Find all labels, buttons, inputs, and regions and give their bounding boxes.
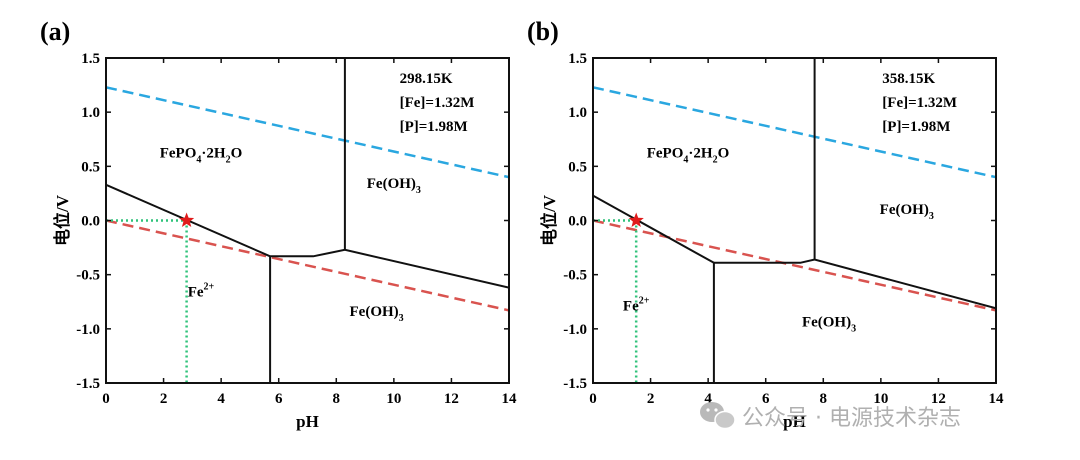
y-tick-label: -1.5 — [76, 376, 100, 392]
phase-boundary-1 — [713, 258, 996, 310]
info-line: [P]=1.98M — [882, 119, 950, 135]
y-tick-label: 1.5 — [568, 51, 587, 67]
region-label: Fe2+ — [623, 295, 650, 314]
water-line-o2 — [106, 86, 509, 179]
y-tick-label: 0.5 — [568, 159, 587, 175]
info-line: 358.15K — [882, 71, 935, 87]
x-tick-label: 12 — [931, 391, 946, 407]
y-tick-label: -0.5 — [76, 268, 100, 284]
y-tick-label: 0.0 — [568, 214, 587, 230]
region-label: FePO4·2H2O — [160, 146, 243, 166]
y-tick-label: -0.5 — [563, 268, 587, 284]
wechat-icon — [700, 402, 736, 430]
y-axis-label: 电位/V — [52, 194, 72, 246]
x-axis-label: pH — [296, 412, 319, 431]
x-tick-label: 12 — [444, 391, 459, 407]
x-axis-label: pH — [783, 412, 806, 431]
x-tick-label: 10 — [873, 391, 888, 407]
plot-area — [593, 58, 996, 383]
x-tick-label: 14 — [989, 391, 1005, 407]
y-tick-label: 1.0 — [568, 105, 587, 121]
x-tick-label: 2 — [160, 391, 168, 407]
watermark-text: 公众号 · 电源技术杂志 — [742, 406, 961, 431]
y-axis-label: 电位/V — [539, 194, 559, 246]
info-line: [Fe]=1.32M — [400, 95, 475, 111]
x-tick-label: 0 — [589, 391, 597, 407]
region-label: Fe(OH)3 — [802, 315, 856, 335]
panel-label: (b) — [527, 17, 559, 46]
x-tick-label: 6 — [762, 391, 770, 407]
panel-label: (a) — [40, 17, 70, 46]
x-tick-label: 8 — [333, 391, 341, 407]
y-tick-label: 0.0 — [81, 214, 100, 230]
phase-boundary-1 — [270, 248, 509, 289]
star-marker — [628, 212, 644, 227]
region-label: Fe(OH)3 — [367, 176, 421, 196]
x-tick-label: 8 — [820, 391, 828, 407]
y-tick-label: -1.0 — [76, 322, 100, 338]
plot-area — [106, 58, 509, 383]
info-line: [Fe]=1.32M — [882, 95, 957, 111]
y-tick-label: -1.0 — [563, 322, 587, 338]
region-label: FePO4·2H2O — [647, 146, 730, 166]
x-tick-label: 4 — [217, 391, 225, 407]
x-tick-label: 6 — [275, 391, 283, 407]
water-line-o2 — [593, 86, 996, 179]
panel-b: (b) 0 2 4 6 8 10 12 14 1.5 1.0 0.5 0.0 -0.5 -1.0 -1.5 pH… — [527, 17, 1004, 431]
y-tick-label: 1.5 — [81, 51, 100, 67]
region-label: Fe(OH)3 — [880, 202, 934, 222]
x-tick-label: 10 — [386, 391, 401, 407]
info-line: [P]=1.98M — [400, 119, 468, 135]
water-line-h2 — [593, 219, 996, 312]
info-line: 298.15K — [400, 71, 453, 87]
x-tick-label: 2 — [647, 391, 655, 407]
y-tick-label: 0.5 — [81, 159, 100, 175]
panel-a: (a) 0 2 4 6 8 10 12 14 1.5 1.0 0.5 0.0 -0.5 -1.0 -1.5 pH… — [40, 17, 517, 431]
region-label: Fe2+ — [188, 281, 215, 300]
water-line-h2 — [106, 219, 509, 312]
y-tick-label: 1.0 — [81, 105, 100, 121]
x-tick-label: 14 — [502, 391, 518, 407]
star-marker — [179, 212, 195, 227]
x-tick-label: 0 — [102, 391, 110, 407]
phase-boundary-0 — [593, 194, 715, 264]
x-tick-label: 4 — [704, 391, 712, 407]
watermark: 公众号 · 电源技术杂志 — [700, 402, 961, 431]
y-tick-label: -1.5 — [563, 376, 587, 392]
region-label: Fe(OH)3 — [350, 304, 404, 324]
